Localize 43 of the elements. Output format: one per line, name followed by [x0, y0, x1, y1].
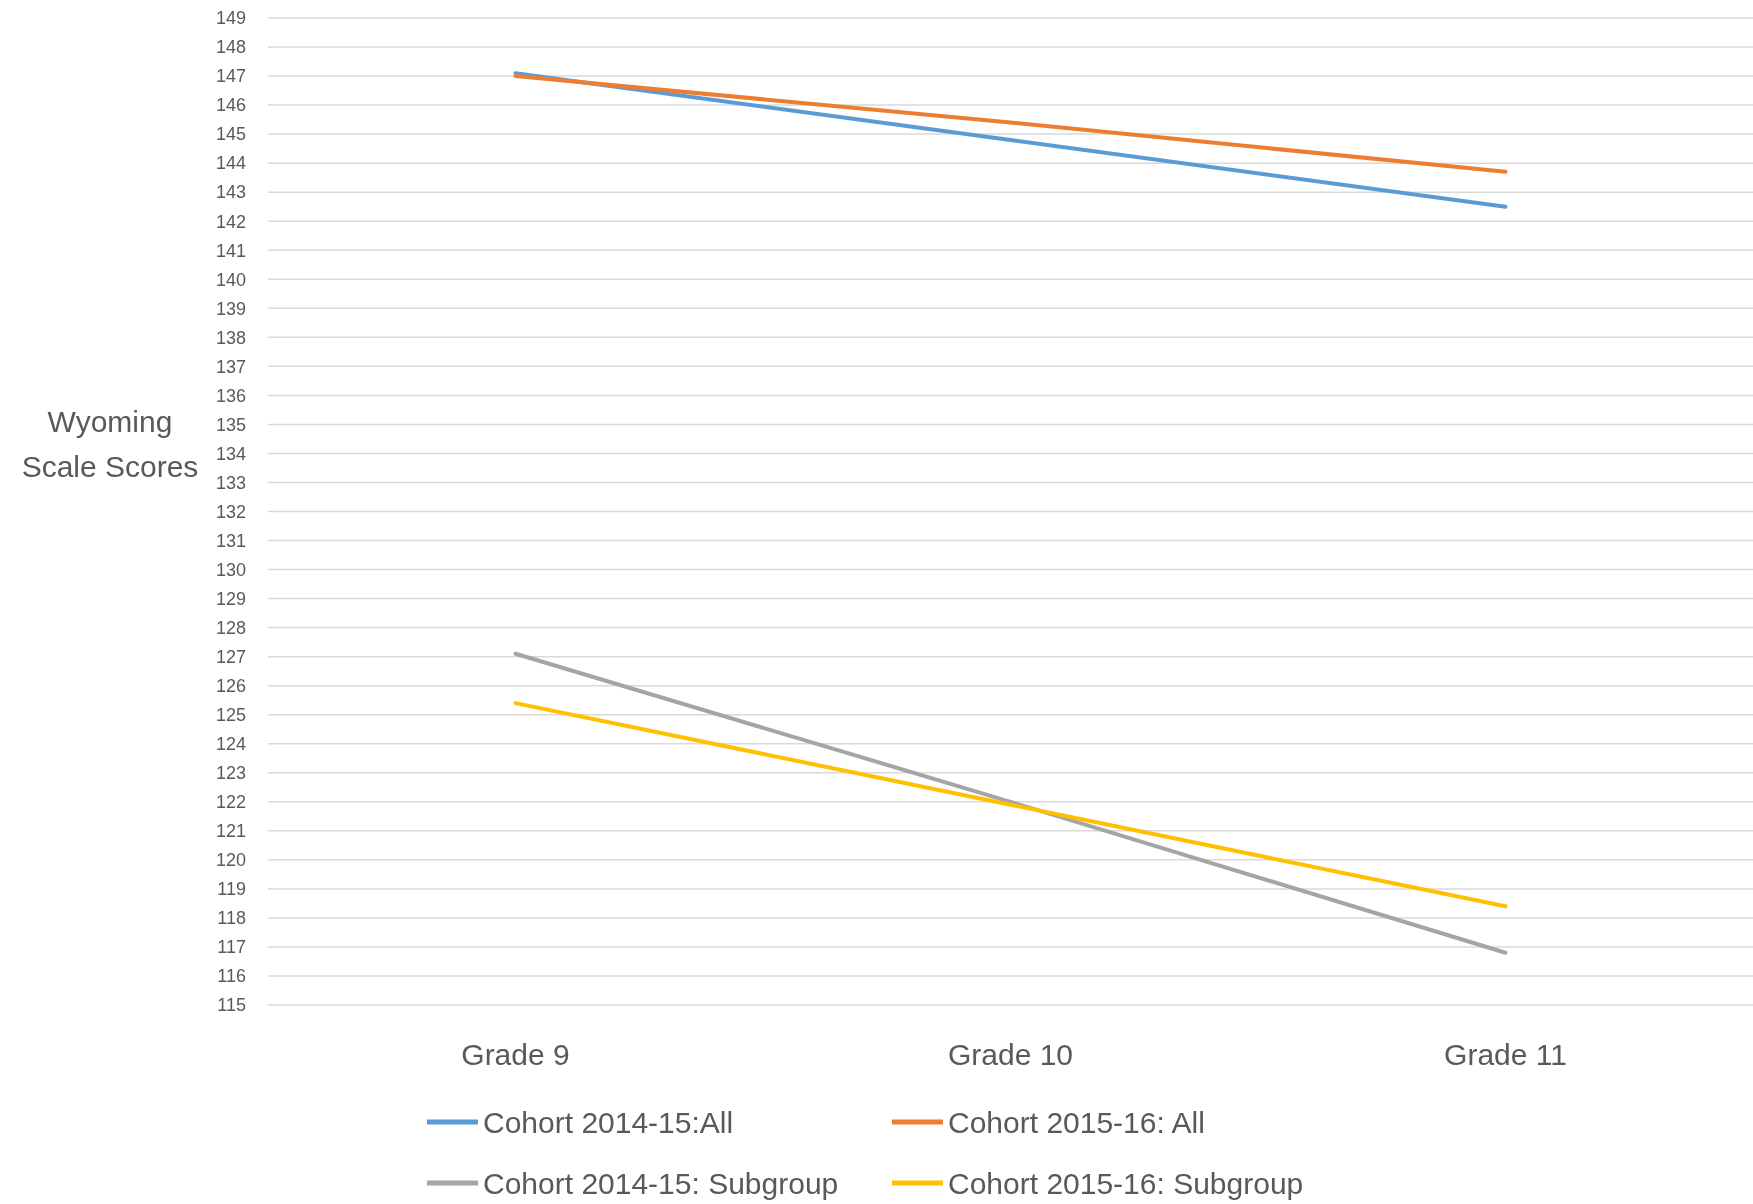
y-tick-label: 127: [215, 646, 246, 667]
y-tick-label: 140: [215, 269, 246, 290]
legend-label: Cohort 2015-16: Subgroup: [948, 1166, 1304, 1200]
y-tick-label: 134: [215, 443, 246, 464]
y-tick-label: 121: [215, 821, 246, 842]
x-tick-label: Grade 9: [461, 1038, 570, 1071]
y-tick-label: 122: [215, 792, 246, 813]
y-tick-label: 129: [215, 588, 246, 609]
y-tick-label: 117: [217, 937, 246, 958]
y-tick-label: 148: [215, 37, 246, 58]
y-tick-label: 136: [215, 385, 246, 406]
y-tick-label: 144: [215, 153, 246, 174]
y-tick-label: 145: [215, 124, 246, 145]
y-tick-label: 147: [215, 66, 246, 87]
y-tick-label: 131: [215, 530, 246, 551]
y-tick-label: 125: [215, 705, 246, 726]
y-tick-label: 139: [215, 298, 246, 319]
y-tick-label: 115: [217, 995, 246, 1016]
y-tick-label: 143: [215, 182, 246, 203]
legend-label: Cohort 2015-16: All: [948, 1105, 1205, 1139]
y-tick-label: 138: [215, 327, 246, 348]
y-tick-label: 130: [215, 559, 246, 580]
y-tick-label: 116: [217, 966, 246, 987]
y-tick-label: 149: [215, 8, 246, 29]
x-tick-label: Grade 10: [947, 1038, 1074, 1071]
y-tick-label: 118: [217, 908, 246, 929]
y-tick-label: 141: [215, 240, 246, 261]
legend-label: Cohort 2014-15:All: [483, 1105, 734, 1139]
y-tick-label: 126: [215, 675, 246, 696]
y-tick-label: 132: [215, 501, 246, 522]
y-tick-label: 124: [215, 734, 246, 755]
y-tick-label: 133: [215, 472, 246, 493]
y-tick-label: 142: [215, 211, 246, 232]
y-tick-label: 135: [215, 414, 246, 435]
y-tick-label: 119: [217, 879, 246, 900]
y-tick-label: 146: [215, 95, 246, 116]
legend-label: Cohort 2014-15: Subgroup: [483, 1166, 839, 1200]
y-axis-title: Wyoming Scale Scores: [21, 405, 199, 483]
y-tick-label: 123: [215, 763, 246, 784]
y-tick-label: 128: [215, 617, 246, 638]
y-tick-label: 137: [215, 356, 246, 377]
x-tick-label: Grade 11: [1444, 1038, 1567, 1071]
y-tick-label: 120: [215, 850, 246, 871]
